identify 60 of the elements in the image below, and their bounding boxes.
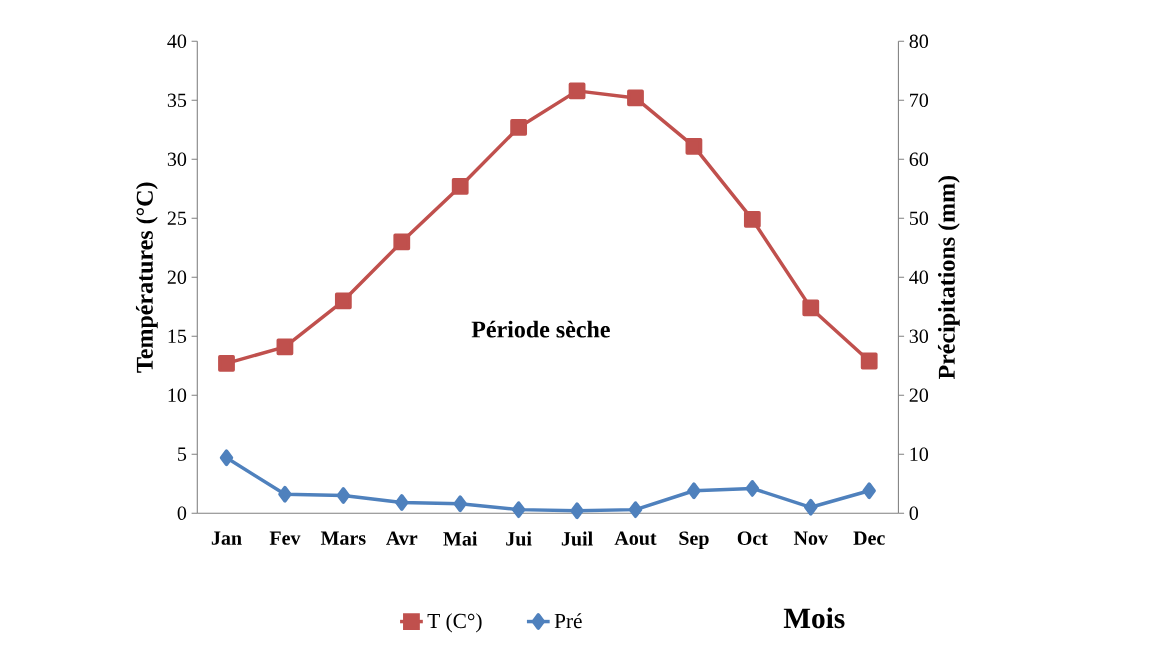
x-tick-label: Juil [561,531,593,546]
y-tick-label: 20 [167,270,187,285]
x-tick-label: Mai [443,531,478,546]
point [687,482,701,500]
y-tick-label: 40 [167,34,187,49]
point [336,487,351,504]
x-tick-label: Dec [853,531,885,545]
y-tick-label: 0 [177,506,187,521]
point [627,89,644,107]
point [860,352,878,370]
y2-tick-label: 30 [909,329,929,344]
point [862,482,876,500]
x-tick-label: Aout [614,531,657,546]
y2-tick-label: 40 [909,270,929,285]
annotation: Période sèche [471,320,610,338]
x-tick-label: Jui [506,531,532,546]
point [743,211,761,228]
x-tick-label: Nov [793,531,828,545]
point [219,449,234,467]
point [685,137,703,155]
point [395,494,409,512]
x-tick-label: Fev [269,531,301,545]
x-axis-title: Mois [783,607,845,629]
legend-label: Pré [554,613,582,629]
x-tick-label: Avr [386,531,418,546]
y-axis-title: Températures (°C) [135,182,158,373]
point [511,501,526,519]
y-tick-label: 15 [168,329,187,344]
y-tick-label: 5 [178,447,187,461]
y-tick-label: 35 [167,93,187,108]
point [802,299,820,317]
y2-axis-title: Précipitations (mm) [937,176,960,380]
point [628,501,643,519]
point [451,178,469,195]
y2-tick-label: 60 [909,152,929,167]
point [334,292,352,310]
x-tick-label: Sep [679,531,709,550]
x-tick-label: Oct [737,531,768,546]
y2-tick-label: 50 [909,211,929,226]
point [568,82,586,100]
x-tick-label: Jan [211,531,242,545]
point [393,233,411,251]
point [570,502,584,520]
y2-tick-label: 80 [909,34,929,49]
y2-tick-label: 70 [910,93,929,108]
x-tick-label: Mars [320,531,366,545]
point [453,495,467,513]
y-tick-label: 30 [167,152,187,167]
y2-tick-label: 0 [909,506,919,521]
y-tick-label: 25 [167,211,187,226]
point [276,338,294,356]
point [278,486,292,503]
point [218,355,235,372]
point [745,480,760,497]
y-tick-label: 10 [168,388,187,403]
y2-tick-label: 20 [909,388,929,403]
point [510,119,528,136]
legend-label: T (C°) [427,613,482,633]
y2-tick-label: 10 [910,447,929,462]
point [804,498,818,516]
